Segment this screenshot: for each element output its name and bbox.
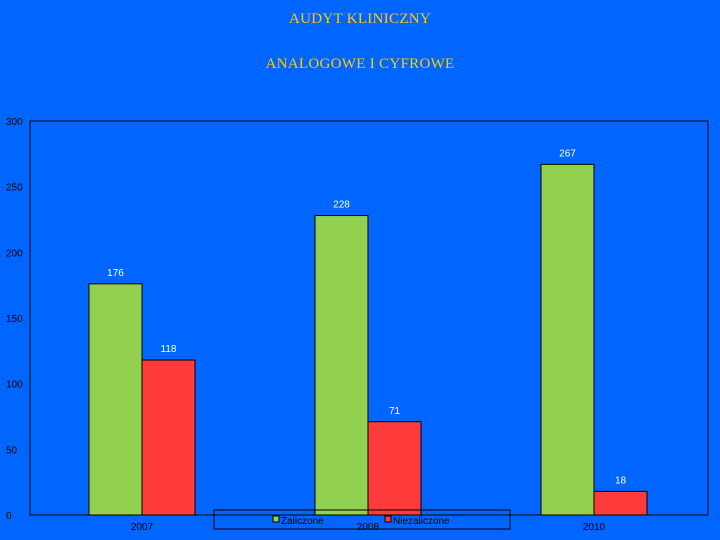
y-tick-label-150: 150 xyxy=(6,314,23,325)
y-tick-label-250: 250 xyxy=(6,183,23,194)
data-label-zaliczone-2008: 228 xyxy=(333,200,350,211)
bar-niezaliczone-2007 xyxy=(141,359,196,516)
bar-zaliczone-2010 xyxy=(540,163,595,516)
legend-label-zaliczone: Zaliczone xyxy=(281,516,324,527)
legend-box xyxy=(213,509,511,530)
y-tick-label-50: 50 xyxy=(6,445,18,456)
y-tick-label-0: 0 xyxy=(6,511,12,522)
legend-label-niezaliczone: Niezaliczone xyxy=(393,516,450,527)
legend-swatch-zaliczone xyxy=(272,515,280,523)
data-label-niezaliczone-2007: 118 xyxy=(161,344,177,355)
data-label-zaliczone-2007: 176 xyxy=(107,268,124,279)
bar-zaliczone-2008 xyxy=(314,215,369,516)
y-tick-label-200: 200 xyxy=(6,248,23,259)
x-tick-label-2010: 2010 xyxy=(583,522,606,533)
y-tick-label-300: 300 xyxy=(6,117,23,128)
x-tick-label-2008: 2008 xyxy=(357,522,380,533)
x-tick-label-2007: 2007 xyxy=(131,522,154,533)
y-tick-label-100: 100 xyxy=(6,380,23,391)
data-label-niezaliczone-2010: 18 xyxy=(615,475,627,486)
bar-niezaliczone-2010 xyxy=(593,490,648,516)
chart-title-line-2: ANALOGOWE I CYFROWE xyxy=(265,56,455,72)
bar-zaliczone-2007 xyxy=(88,283,143,516)
data-label-niezaliczone-2008: 71 xyxy=(389,406,401,417)
bar-niezaliczone-2008 xyxy=(367,421,422,516)
data-label-zaliczone-2010: 267 xyxy=(559,148,576,159)
legend-swatch-niezaliczone xyxy=(384,515,392,523)
chart-title-line-1: AUDYT KLINICZNY xyxy=(288,11,432,27)
